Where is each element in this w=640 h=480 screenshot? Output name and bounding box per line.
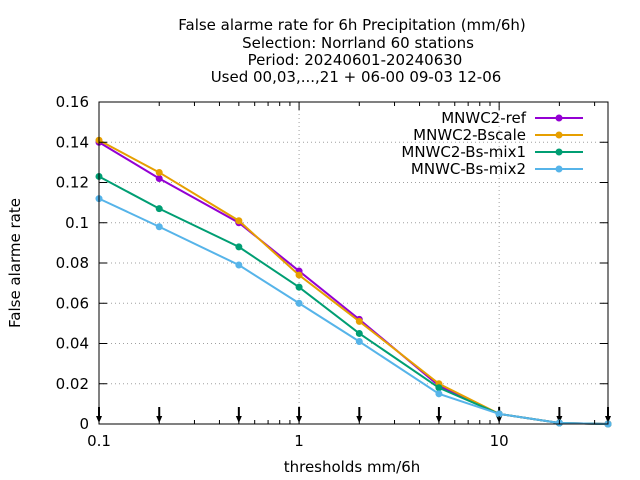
chart-title: False alarme rate for 6h Precipitation (… [178,16,526,86]
data-point [355,329,363,337]
x-axis-label: thresholds mm/6h [284,458,421,476]
y-tick-label: 0.14 [56,133,89,151]
data-point [295,299,303,307]
title-line: Selection: Norrland 60 stations [242,34,474,52]
series-line [98,197,609,425]
x-tick-label: 1 [294,432,304,450]
y-tick-label: 0.02 [56,375,89,393]
series-lines [95,136,612,428]
y-tick-label: 0.06 [56,294,89,312]
data-point [495,410,503,418]
x-tick-label: 10 [490,432,509,450]
y-tick-label: 0 [79,415,89,433]
data-point [155,223,163,231]
title-line: Used 00,03,...,21 + 06-00 09-03 12-06 [211,68,502,86]
legend-label: MNWC2-Bscale [413,126,526,144]
x-tick-label: 0.1 [87,432,111,450]
y-tick-label: 0.08 [56,254,89,272]
y-tick-label: 0.12 [56,174,89,192]
title-line: Period: 20240601-20240630 [248,51,463,69]
legend-label: MNWC2-ref [441,109,526,127]
legend-label: MNWC2-Bs-mix1 [401,143,526,161]
axis-ticks: 0 0.02 0.04 0.06 0.08 0.1 0.12 0.14 0.16 0.1 1 10 [56,93,608,450]
legend-marker [555,131,563,139]
data-point [355,317,363,325]
threshold-marker-arrow [356,416,363,423]
data-point [355,337,363,345]
y-axis-label: False alarme rate [6,198,24,328]
y-tick-label: 0.16 [56,93,89,111]
data-point [435,384,443,392]
legend-marker [555,165,563,173]
y-tick-label: 0.04 [56,335,89,353]
threshold-marker-arrow [235,416,242,423]
threshold-marker-arrow [156,416,163,423]
data-point [235,217,243,225]
data-point [235,261,243,269]
series-line [98,175,609,425]
legend-marker [555,114,563,122]
data-point [435,390,443,398]
legend-label: MNWC-Bs-mix2 [411,160,526,178]
data-point [155,168,163,176]
series-line [98,141,609,425]
data-point [235,243,243,251]
data-point [155,174,163,182]
threshold-marker-arrow [435,416,442,423]
title-line: False alarme rate for 6h Precipitation (… [178,16,526,34]
grid [99,102,608,424]
threshold-markers [96,407,611,423]
legend-marker [555,148,563,156]
data-point [295,271,303,279]
y-tick-label: 0.1 [65,214,89,232]
data-point [295,283,303,291]
data-point [155,205,163,213]
legend: MNWC2-refMNWC2-BscaleMNWC2-Bs-mix1MNWC-B… [401,109,583,178]
